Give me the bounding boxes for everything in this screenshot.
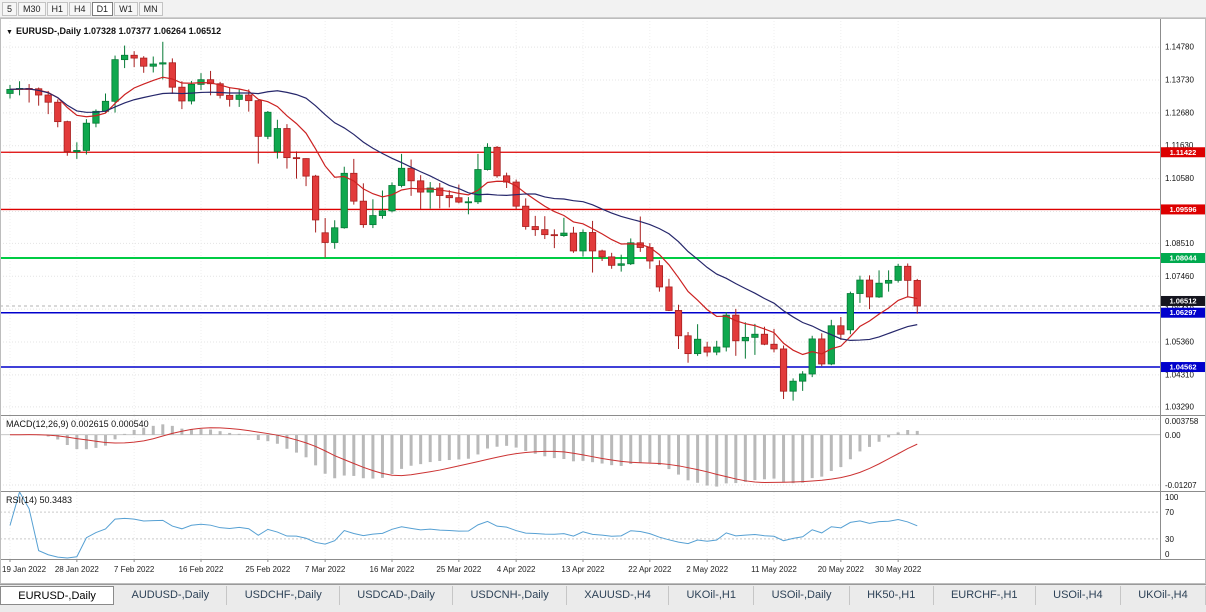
svg-text:1.12680: 1.12680 (1165, 108, 1194, 117)
macd-signal-line (9, 427, 918, 484)
chart-tab-ukoil-h4[interactable]: UKOil-,H4 (1120, 586, 1206, 605)
timeframe-button-h1[interactable]: H1 (46, 1, 69, 16)
svg-text:0: 0 (1165, 550, 1170, 559)
svg-text:0.00: 0.00 (1165, 431, 1181, 440)
svg-text:1.04562: 1.04562 (1169, 363, 1196, 372)
macd-pane[interactable] (0, 416, 1160, 491)
svg-text:25 Feb 2022: 25 Feb 2022 (245, 565, 290, 574)
svg-text:1.06512: 1.06512 (1169, 296, 1196, 305)
svg-text:2 May 2022: 2 May 2022 (686, 565, 728, 574)
svg-text:7 Feb 2022: 7 Feb 2022 (114, 565, 155, 574)
rsi-indicator-label: RSI(14) 50.3483 (6, 495, 72, 505)
timeframe-button-mn[interactable]: MN (138, 1, 163, 16)
macd-name: MACD(12,26,9) (6, 419, 69, 429)
macd-main-value: 0.002615 (71, 419, 109, 429)
rsi-pane[interactable] (0, 492, 1160, 559)
chart-tab-usdcnh-daily[interactable]: USDCNH-,Daily (453, 586, 567, 605)
chart-tab-usoil-h4[interactable]: USOil-,H4 (1035, 586, 1121, 605)
chart-tab-eurchf-h1[interactable]: EURCHF-,H1 (933, 586, 1036, 605)
chart-tab-eurusd-daily[interactable]: EURUSD-,Daily (0, 586, 115, 605)
svg-text:1.06297: 1.06297 (1169, 308, 1196, 317)
date-axis[interactable]: 19 Jan 2022 28 Jan 2022 7 Feb 2022 16 Feb 2… (2, 559, 922, 574)
rsi-name: RSI(14) (6, 495, 38, 505)
svg-text:20 May 2022: 20 May 2022 (818, 565, 865, 574)
svg-text:0.003758: 0.003758 (1165, 417, 1199, 426)
svg-text:1.09596: 1.09596 (1169, 205, 1196, 214)
svg-text:1.10580: 1.10580 (1165, 174, 1194, 183)
timeframe-button-d1[interactable]: D1 (91, 1, 114, 16)
timeframe-button-5[interactable]: 5 (2, 1, 18, 16)
svg-text:16 Mar 2022: 16 Mar 2022 (370, 565, 415, 574)
candlestick-pane[interactable] (0, 18, 1160, 415)
svg-text:22 Apr 2022: 22 Apr 2022 (628, 565, 672, 574)
timeframe-button-w1[interactable]: W1 (114, 1, 138, 16)
svg-text:30: 30 (1165, 535, 1174, 544)
svg-text:30 May 2022: 30 May 2022 (875, 565, 922, 574)
svg-text:-0.01207: -0.01207 (1165, 481, 1197, 490)
chart-area: 1.14780 1.13730 1.12680 1.11630 1.10580 1.095… (0, 18, 1206, 584)
slow-ma-line (9, 88, 918, 342)
fast-ma-line (9, 76, 918, 356)
svg-text:70: 70 (1165, 508, 1174, 517)
symbol-ohlc-header: ▼ EURUSD-,Daily 1.07328 1.07377 1.06264 1… (6, 26, 221, 36)
timeframe-button-m30[interactable]: M30 (18, 1, 46, 16)
chart-tab-xauusd-h4[interactable]: XAUUSD-,H4 (567, 586, 670, 605)
chart-tab-audusd-daily[interactable]: AUDUSD-,Daily (114, 586, 228, 605)
svg-text:19 Jan 2022: 19 Jan 2022 (2, 565, 47, 574)
symbol-ohlc-values: 1.07328 1.07377 1.06264 1.06512 (83, 26, 222, 36)
timeframe-toolbar: 5 M30 H1 H4 D1 W1 MN (0, 0, 1206, 18)
chart-collapse-icon[interactable]: ▼ (6, 29, 13, 36)
svg-text:1.08044: 1.08044 (1169, 254, 1197, 263)
svg-text:1.13730: 1.13730 (1165, 75, 1194, 84)
svg-text:1.04310: 1.04310 (1165, 370, 1194, 379)
svg-text:1.11630: 1.11630 (1165, 141, 1194, 150)
svg-text:11 May 2022: 11 May 2022 (751, 565, 797, 574)
timeframe-button-h4[interactable]: H4 (69, 1, 91, 16)
svg-text:25 Mar 2022: 25 Mar 2022 (436, 565, 481, 574)
rsi-line (9, 492, 918, 559)
svg-text:1.03290: 1.03290 (1165, 402, 1194, 411)
svg-text:1.07460: 1.07460 (1165, 272, 1194, 281)
svg-text:7 Mar 2022: 7 Mar 2022 (305, 565, 346, 574)
price-chart-canvas[interactable]: 1.14780 1.13730 1.12680 1.11630 1.10580 1.095… (0, 18, 1206, 584)
svg-text:13 Apr 2022: 13 Apr 2022 (561, 565, 605, 574)
macd-indicator-label: MACD(12,26,9) 0.002615 0.000540 (6, 419, 149, 429)
chart-tabbar: EURUSD-,Daily AUDUSD-,Daily USDCHF-,Daily U… (0, 584, 1206, 612)
svg-text:1.14780: 1.14780 (1165, 43, 1194, 52)
price-badges: 1.11422 1.09596 1.08044 1.06297 1.04562 1.065… (1161, 147, 1205, 373)
svg-text:100: 100 (1165, 493, 1179, 502)
chart-tab-ukoil-h1[interactable]: UKOil-,H1 (669, 586, 755, 605)
svg-text:4 Apr 2022: 4 Apr 2022 (497, 565, 536, 574)
macd-signal-value: 0.000540 (111, 419, 149, 429)
svg-text:28 Jan 2022: 28 Jan 2022 (55, 565, 100, 574)
symbol-name: EURUSD-,Daily (15, 26, 81, 36)
svg-text:16 Feb 2022: 16 Feb 2022 (179, 565, 224, 574)
chart-tab-usoil-daily[interactable]: USOil-,Daily (754, 586, 850, 605)
svg-text:1.05360: 1.05360 (1165, 338, 1194, 347)
chart-tab-usdcad-daily[interactable]: USDCAD-,Daily (339, 586, 454, 605)
chart-tab-hk50-h1[interactable]: HK50-,H1 (849, 586, 934, 605)
svg-text:1.08510: 1.08510 (1165, 239, 1194, 248)
svg-text:1.11422: 1.11422 (1170, 148, 1197, 157)
rsi-value: 50.3483 (39, 495, 73, 505)
chart-tab-usdchf-daily[interactable]: USDCHF-,Daily (227, 586, 340, 605)
